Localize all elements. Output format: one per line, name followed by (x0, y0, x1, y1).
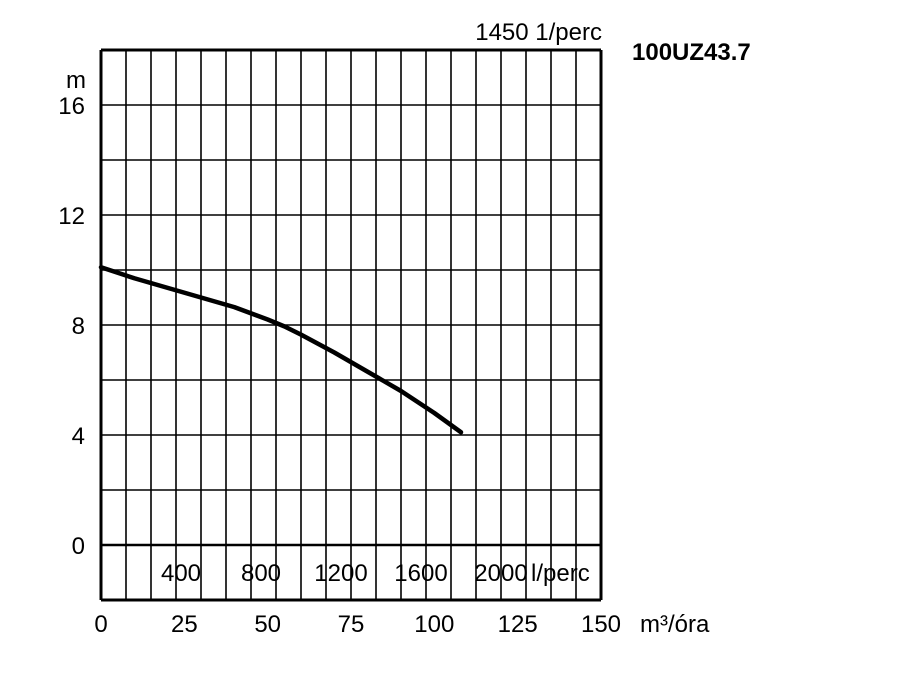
secondary-x-tick-label: 800 (241, 560, 281, 587)
y-tick-label: 12 (58, 203, 85, 230)
secondary-x-tick-label: 1200 (314, 560, 367, 587)
x-tick-label: 50 (254, 611, 281, 638)
speed-label: 1450 1/perc (475, 19, 602, 46)
x-tick-label: 125 (498, 611, 538, 638)
x-tick-label: 25 (171, 611, 198, 638)
x-tick-label: 0 (94, 611, 107, 638)
secondary-x-tick-label: 2000 (474, 560, 527, 587)
y-axis-unit: m (66, 67, 86, 94)
pump-curve-line (98, 265, 464, 435)
secondary-x-axis-unit: l/perc (531, 560, 590, 587)
x-tick-label: 75 (338, 611, 365, 638)
secondary-x-tick-label: 1600 (394, 560, 447, 587)
y-tick-label: 4 (72, 423, 85, 450)
grid-layer (101, 50, 601, 600)
chart-frame (99, 48, 603, 602)
secondary-x-tick-label: 400 (161, 560, 201, 587)
y-tick-label: 16 (58, 93, 85, 120)
chart-title: 100UZ43.7 (632, 39, 751, 66)
curve-layer (98, 265, 464, 435)
label-layer: 100UZ43.7 1450 1/perc m m³/óra l/perc (66, 19, 751, 638)
y-tick-label: 0 (72, 533, 85, 560)
tick-label-layer: 0 4 8 12 16 0 25 50 75 100 125 150 400 800 1200 1600 200… (58, 93, 621, 638)
x-axis-unit: m³/óra (640, 611, 710, 638)
x-tick-label: 100 (414, 611, 454, 638)
x-tick-label: 150 (581, 611, 621, 638)
y-tick-label: 8 (72, 313, 85, 340)
